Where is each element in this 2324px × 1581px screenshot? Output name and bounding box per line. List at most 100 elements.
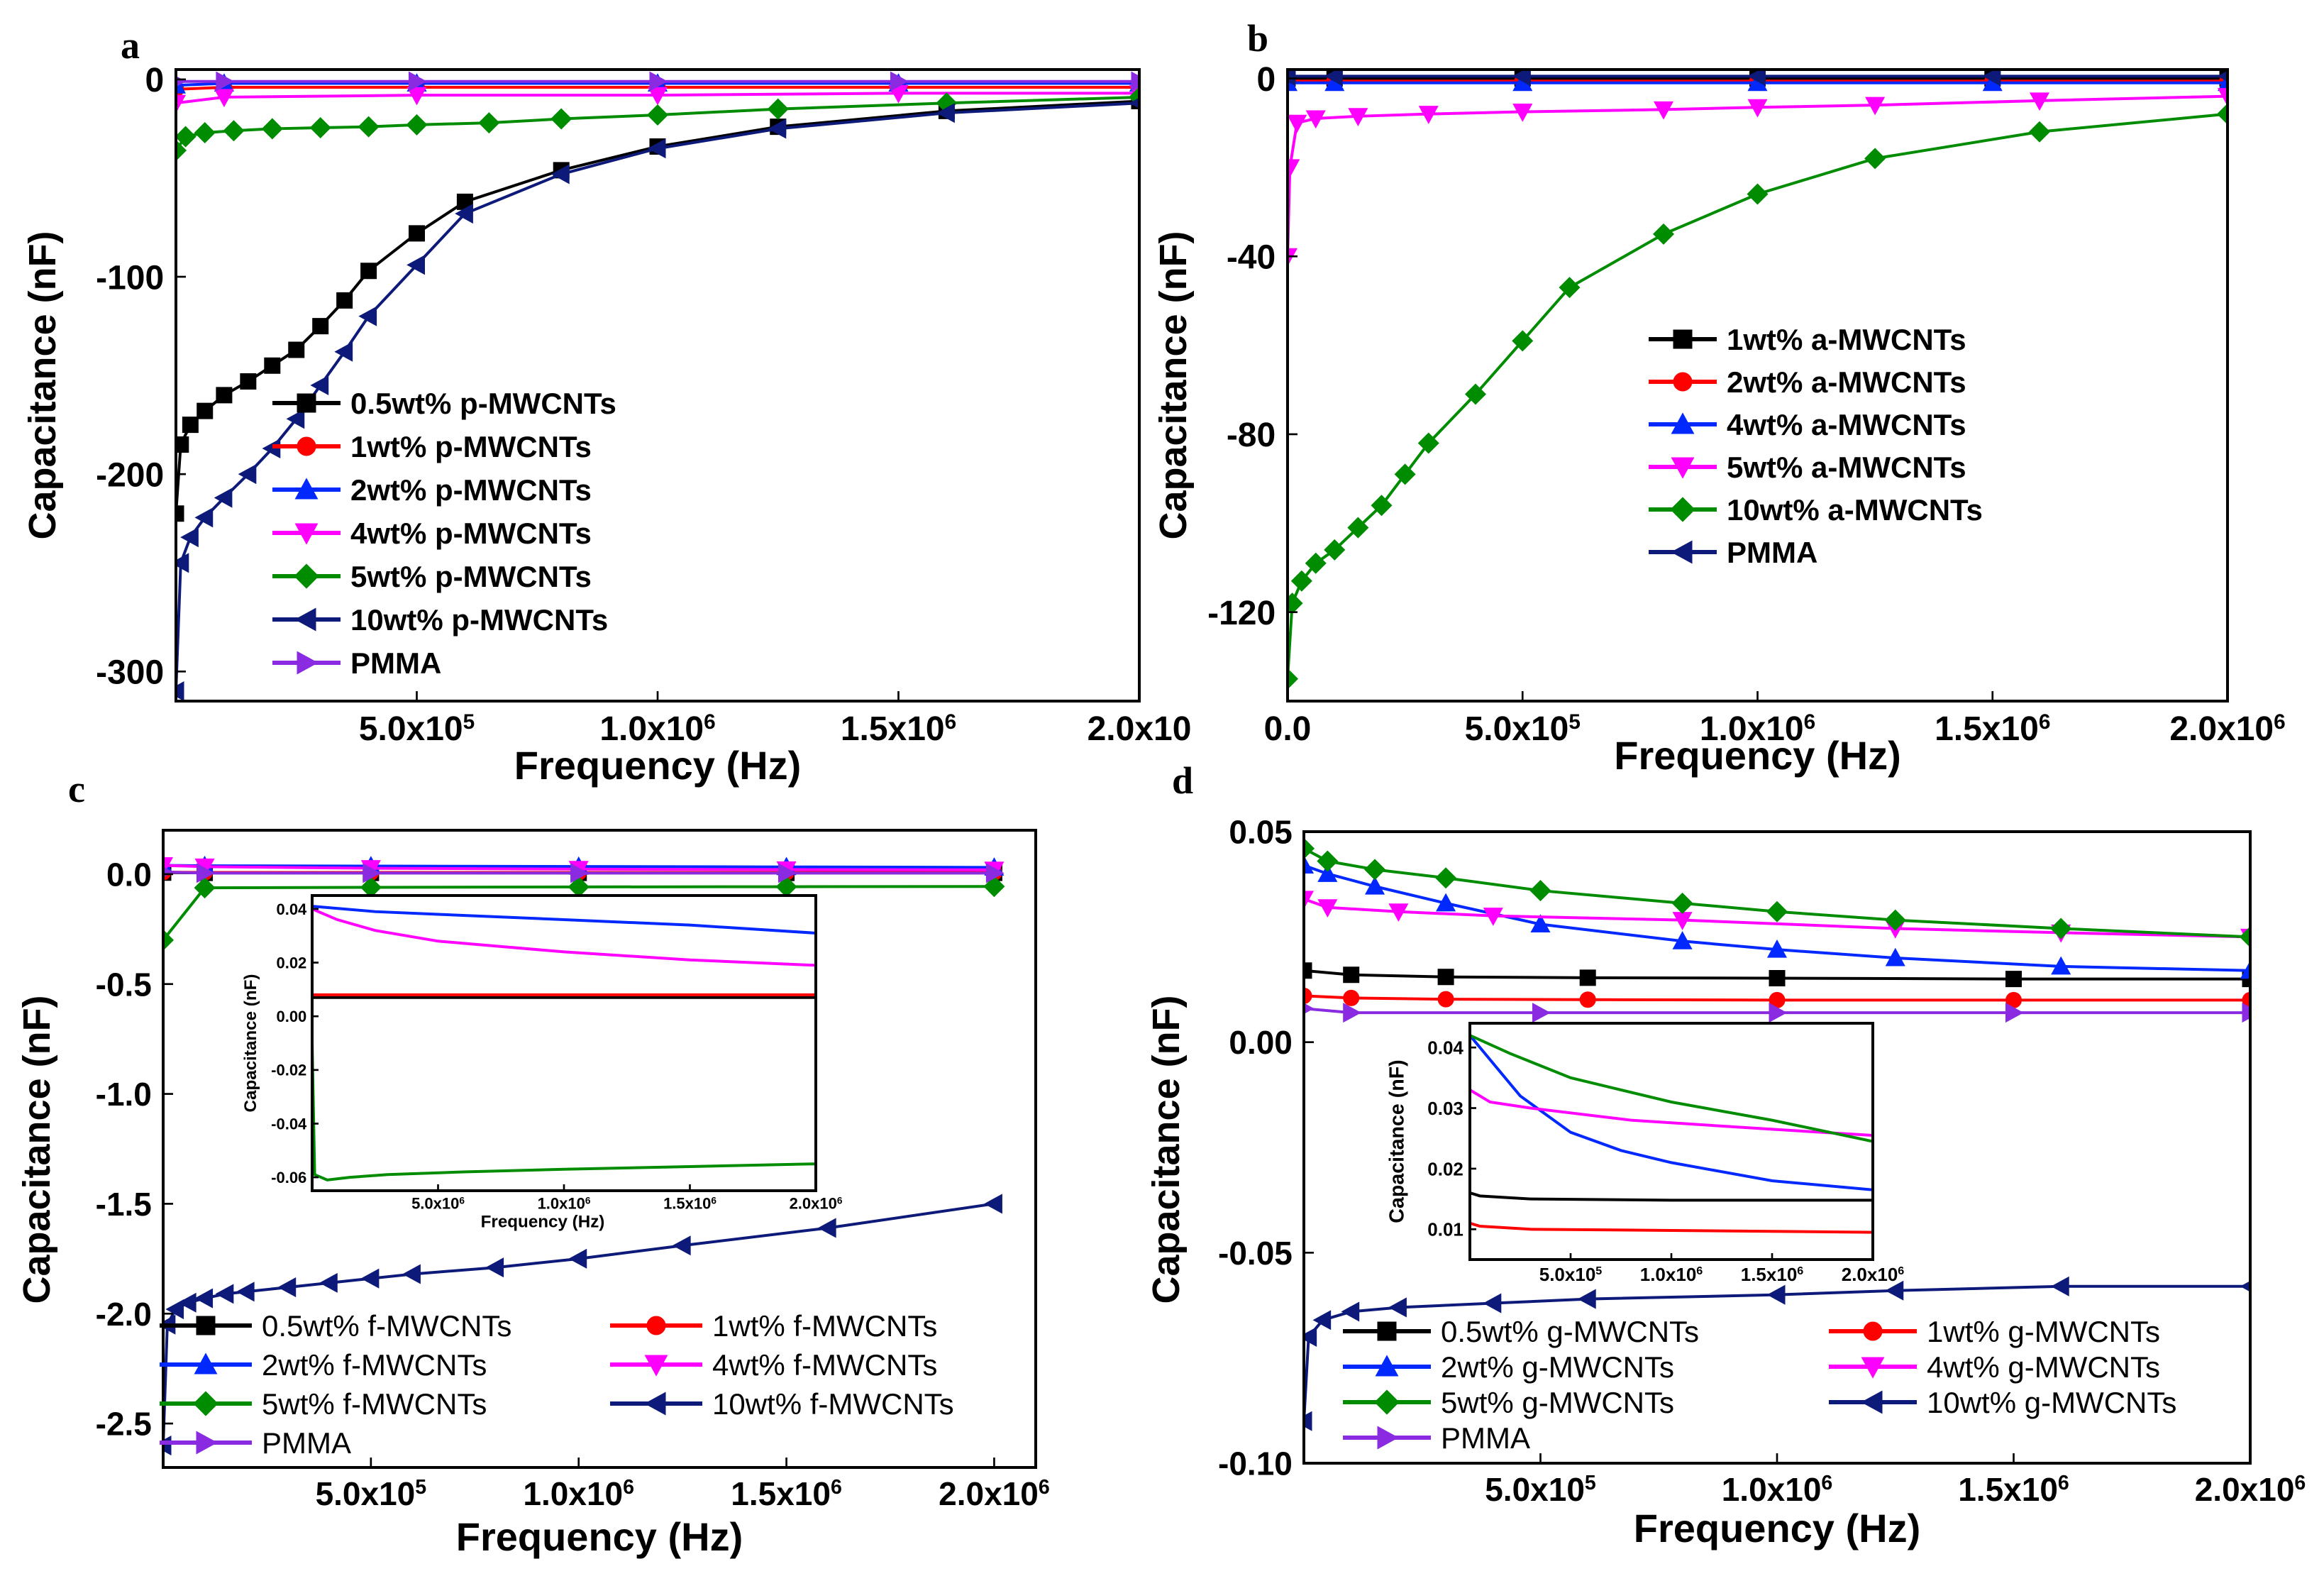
panel-d-inset-x-tick-label-2: 1.5x106 bbox=[1741, 1264, 1804, 1285]
panel-d-series-5wtpct-g-mwcnts-point-0 bbox=[1304, 837, 1315, 859]
panel-b-legend-marker-pmma bbox=[1671, 540, 1693, 564]
panel-d-legend-label-pmma: PMMA bbox=[1441, 1421, 1530, 1455]
panel-a-legend-item-1wtpct-p-mwcnts: 1wt% p-MWCNTs bbox=[272, 430, 592, 463]
panel-d-series-5wtpct-g-mwcnts-point-4 bbox=[1529, 880, 1551, 902]
panel-a-series-10wtpct-p-mwcnts-point-8 bbox=[310, 375, 329, 396]
panel-c-inset-y-tick-label-1: 0.02 bbox=[276, 954, 306, 971]
panel-c-legend-item-1wtpct-f-mwcnts: 1wt% f-MWCNTs bbox=[610, 1309, 937, 1343]
panel-c: 5.0x105 1.0x106 1.5x106 2.0x106 0.0 -0.5 -1.0 -… bbox=[16, 768, 1050, 1559]
panel-b-series-5wtpct-a-mwcnts-point-1 bbox=[1288, 159, 1300, 178]
panel-d-series-0-5wtpct-g-mwcnts-point-3 bbox=[1579, 969, 1596, 986]
panel-d-inset-x-tick-label-3: 2.0x106 bbox=[1842, 1264, 1905, 1285]
panel-a-series-group bbox=[176, 71, 1139, 701]
panel-b-series-pmma-point-4 bbox=[1982, 70, 2001, 87]
panel-a-series-5wtpct-p-mwcnts-point-4 bbox=[261, 118, 283, 140]
panel-c-series-10wtpct-f-mwcnts-point-4 bbox=[194, 1288, 214, 1309]
panel-d-series-group bbox=[1304, 837, 2250, 1431]
panel-d-series-pmma-point-2 bbox=[1532, 1003, 1551, 1023]
panel-a-series-0-5wtpct-p-mwcnts-point-10 bbox=[360, 263, 377, 280]
panel-b-series-pmma-point-1 bbox=[1324, 70, 1343, 87]
panel-c-inset-y-tick-label-0: 0.04 bbox=[276, 900, 307, 918]
panel-a-legend-label-4wtpct-p-mwcnts: 4wt% p-MWCNTs bbox=[350, 517, 592, 550]
panel-d-letter: d bbox=[1172, 759, 1193, 802]
panel-a-series-4wtpct-p-mwcnts-point-0 bbox=[176, 94, 187, 114]
panel-d-x-tick-label-3: 2.0x106 bbox=[2195, 1471, 2306, 1508]
panel-b-series-10wtpct-a-mwcnts-point-13 bbox=[1747, 183, 1769, 205]
panel-a-legend-item-pmma: PMMA bbox=[272, 646, 441, 680]
panel-d-legend-item-4wtpct-g-mwcnts: 4wt% g-MWCNTs bbox=[1829, 1350, 2160, 1384]
panel-d-series-4wtpct-g-mwcnts-point-2 bbox=[1388, 903, 1409, 922]
panel-c-series-10wtpct-f-mwcnts-point-14 bbox=[817, 1218, 836, 1238]
panel-a-y-tick-label-0: 0 bbox=[145, 62, 164, 99]
panel-b-series-5wtpct-a-mwcnts-point-8 bbox=[1747, 99, 1768, 118]
panel-c-inset-series-3-line bbox=[312, 908, 816, 967]
panel-c-x-axis-label: Frequency (Hz) bbox=[456, 1514, 743, 1559]
panel-c-legend-item-2wtpct-f-mwcnts: 2wt% f-MWCNTs bbox=[160, 1348, 487, 1382]
panel-d-series-2wtpct-g-mwcnts-point-4 bbox=[1530, 914, 1551, 933]
panel-d-series-5wtpct-g-mwcnts-point-3 bbox=[1435, 867, 1457, 889]
panel-d-series-5wtpct-g-mwcnts-point-8 bbox=[2050, 918, 2072, 940]
panel-d-legend-item-10wtpct-g-mwcnts: 10wt% g-MWCNTs bbox=[1829, 1386, 2176, 1419]
panel-c-letter: c bbox=[68, 768, 85, 810]
panel-d-series-2wtpct-g-mwcnts-point-9 bbox=[2240, 960, 2250, 979]
panel-b-legend-marker-2wtpct-a-mwcnts bbox=[1673, 372, 1693, 392]
panel-a-series-0-5wtpct-p-mwcnts-point-11 bbox=[409, 225, 425, 242]
panel-d-series-0-5wtpct-g-mwcnts-point-4 bbox=[1769, 969, 1786, 986]
panel-a-legend-marker-1wtpct-p-mwcnts bbox=[297, 436, 316, 456]
panel-c-y-tick-label-4: -2.0 bbox=[96, 1296, 152, 1333]
panel-b-y-tick-label-3: -120 bbox=[1207, 595, 1276, 632]
panel-b-series-10wtpct-a-mwcnts-point-0 bbox=[1288, 668, 1299, 690]
panel-d-legend-marker-2wtpct-g-mwcnts bbox=[1375, 1355, 1399, 1377]
panel-d-series-0-5wtpct-g-mwcnts-point-5 bbox=[2005, 971, 2022, 988]
panel-a-series-0-5wtpct-p-mwcnts-point-6 bbox=[264, 357, 281, 374]
panel-b-series-10wtpct-a-mwcnts-point-3 bbox=[1305, 552, 1327, 574]
panel-d-inset-y-tick-label-3: 0.01 bbox=[1427, 1219, 1463, 1240]
panel-a-series-5wtpct-p-mwcnts-point-8 bbox=[478, 112, 500, 134]
panel-a-legend-label-0-5wtpct-p-mwcnts: 0.5wt% p-MWCNTs bbox=[350, 387, 616, 420]
panel-b-x-tick-label-0: 0.0 bbox=[1264, 710, 1312, 748]
panel-a-series-10wtpct-p-mwcnts-point-12 bbox=[455, 203, 473, 224]
panel-c-legend-item-10wtpct-f-mwcnts: 10wt% f-MWCNTs bbox=[610, 1387, 954, 1421]
panel-d-series-5wtpct-g-mwcnts-point-1 bbox=[1317, 850, 1339, 872]
panel-a-series-4wtpct-p-mwcnts-line bbox=[176, 92, 1139, 105]
panel-c-legend-label-4wtpct-f-mwcnts: 4wt% f-MWCNTs bbox=[712, 1348, 937, 1382]
panel-d-series-10wtpct-g-mwcnts-point-2 bbox=[1312, 1310, 1332, 1331]
panel-c-series-10wtpct-f-mwcnts-point-6 bbox=[236, 1282, 255, 1302]
panel-d-inset-series-1-line bbox=[1470, 1221, 1873, 1234]
panel-c-inset-x-tick-label-1: 1.0x106 bbox=[538, 1194, 591, 1212]
panel-b-series-5wtpct-a-mwcnts-point-7 bbox=[1653, 101, 1674, 120]
panel-b-series-10wtpct-a-mwcnts-point-16 bbox=[2216, 103, 2228, 125]
panel-d: 5.0x105 1.0x106 1.5x106 2.0x106 0.05 0.00 -0.0… bbox=[1145, 759, 2306, 1550]
panel-d-inset-background bbox=[1470, 1023, 1873, 1260]
panel-b-series-5wtpct-a-mwcnts-point-2 bbox=[1288, 114, 1307, 133]
panel-a-legend-marker-4wtpct-p-mwcnts bbox=[294, 523, 319, 545]
panel-a-series-0-5wtpct-p-mwcnts-point-2 bbox=[182, 417, 199, 434]
panel-d-legend-label-1wtpct-g-mwcnts: 1wt% g-MWCNTs bbox=[1927, 1315, 2160, 1348]
panel-b-legend-label-10wtpct-a-mwcnts: 10wt% a-MWCNTs bbox=[1727, 493, 1983, 527]
panel-d-series-1wtpct-g-mwcnts-point-1 bbox=[1343, 989, 1360, 1006]
panel-a-series-10wtpct-p-mwcnts-point-14 bbox=[647, 138, 666, 159]
panel-b-series-10wtpct-a-mwcnts-point-10 bbox=[1512, 330, 1534, 352]
panel-a-series-10wtpct-p-mwcnts-point-11 bbox=[406, 255, 425, 275]
panel-d-x-axis-label: Frequency (Hz) bbox=[1634, 1506, 1921, 1550]
panel-a-series-10wtpct-p-mwcnts-point-3 bbox=[194, 507, 214, 528]
panel-c-series-pmma-point-2 bbox=[363, 863, 382, 883]
panel-a-legend-marker-2wtpct-p-mwcnts bbox=[294, 478, 319, 500]
panel-a-legend-marker-pmma bbox=[297, 651, 319, 675]
panel-d-series-pmma-point-1 bbox=[1343, 1003, 1361, 1023]
panel-c-legend-item-5wtpct-f-mwcnts: 5wt% f-MWCNTs bbox=[160, 1387, 487, 1421]
panel-b-series-10wtpct-a-mwcnts-point-11 bbox=[1559, 277, 1581, 299]
panel-c-inset-x-axis-label: Frequency (Hz) bbox=[481, 1213, 605, 1232]
panel-a-series-pmma-point-4 bbox=[890, 71, 909, 92]
panel-a-series-10wtpct-p-mwcnts-point-0 bbox=[176, 681, 184, 701]
panel-b-legend-label-2wtpct-a-mwcnts: 2wt% a-MWCNTs bbox=[1727, 365, 1966, 399]
panel-a-series-10wtpct-p-mwcnts-point-16 bbox=[936, 103, 955, 123]
panel-a-legend-item-0-5wtpct-p-mwcnts: 0.5wt% p-MWCNTs bbox=[272, 387, 616, 420]
panel-d-series-pmma-point-5 bbox=[2242, 1003, 2250, 1023]
panel-c-series-pmma-point-1 bbox=[197, 863, 215, 883]
panel-c-legend-marker-10wtpct-f-mwcnts bbox=[644, 1392, 666, 1416]
panel-b-legend-item-2wtpct-a-mwcnts: 2wt% a-MWCNTs bbox=[1649, 365, 1966, 399]
panel-d-series-1wtpct-g-mwcnts-point-3 bbox=[1579, 991, 1596, 1008]
panel-d-series-10wtpct-g-mwcnts-point-1 bbox=[1304, 1326, 1317, 1348]
panel-c-inset-y-tick-label-5: -0.06 bbox=[271, 1169, 306, 1186]
